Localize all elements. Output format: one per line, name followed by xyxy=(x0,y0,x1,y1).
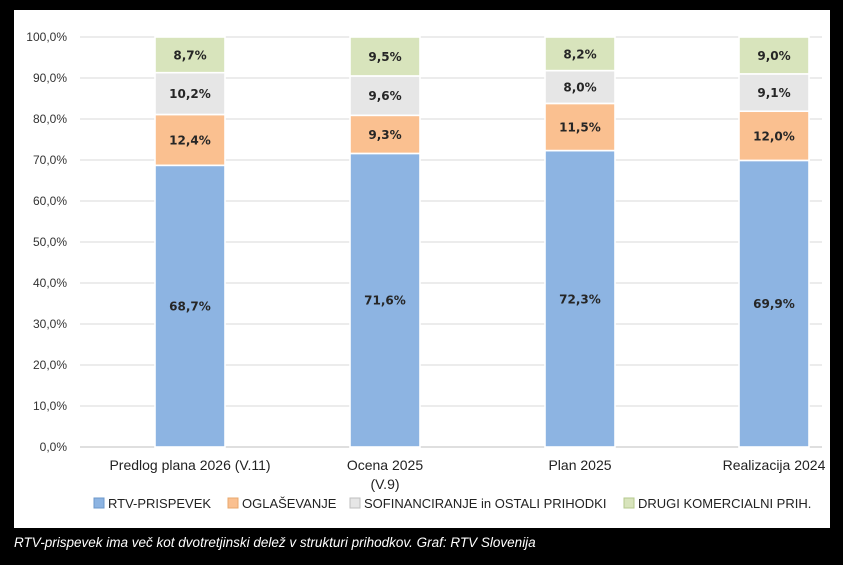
legend: RTV-PRISPEVEK OGLAŠEVANJE SOFINANCIRANJE i… xyxy=(93,496,811,511)
data-label: 9,5% xyxy=(368,50,401,64)
y-axis: 0,0% 10,0% 20,0% 30,0% 40,0% 50,0% 60,0% 70,0% 8… xyxy=(26,30,67,454)
legend-label: DRUGI KOMERCIALNI PRIH. xyxy=(638,496,811,511)
figure-caption: RTV-prispevek ima več kot dvotretjinski … xyxy=(14,535,536,550)
bar-segment xyxy=(349,36,421,77)
data-label: 9,0% xyxy=(757,49,790,63)
data-label: 8,2% xyxy=(563,47,596,61)
x-tick-label: (V.9) xyxy=(370,476,399,492)
stacked-bar-chart: 0,0% 10,0% 20,0% 30,0% 40,0% 50,0% 60,0% 70,0% 8… xyxy=(26,30,825,511)
data-label: 9,1% xyxy=(757,86,790,100)
x-tick-label: Plan 2025 xyxy=(548,457,611,473)
y-tick-label: 20,0% xyxy=(33,358,67,372)
bar-segment xyxy=(154,36,226,74)
y-tick-label: 50,0% xyxy=(33,235,67,249)
y-tick-label: 10,0% xyxy=(33,399,67,413)
bar-segment xyxy=(544,149,616,448)
bar-segment xyxy=(349,152,421,448)
data-label: 8,7% xyxy=(173,48,206,62)
bar-segment xyxy=(154,113,226,167)
y-tick-label: 80,0% xyxy=(33,112,67,126)
bar-segment xyxy=(154,164,226,448)
bars xyxy=(154,36,810,448)
bar-segment xyxy=(154,71,226,116)
data-label: 8,0% xyxy=(563,81,596,95)
data-label: 72,3% xyxy=(559,292,601,306)
legend-swatch xyxy=(227,497,239,509)
y-tick-label: 40,0% xyxy=(33,276,67,290)
y-tick-label: 0,0% xyxy=(40,440,68,454)
data-labels: 68,7% 12,4% 10,2% 8,7% 71,6% 9,3% 9,6% 9,5% 72,3… xyxy=(169,47,795,313)
y-tick-label: 60,0% xyxy=(33,194,67,208)
data-label: 11,5% xyxy=(559,120,601,134)
data-label: 68,7% xyxy=(169,300,211,314)
y-tick-label: 70,0% xyxy=(33,153,67,167)
bar-segment xyxy=(738,73,810,113)
chart-panel: 0,0% 10,0% 20,0% 30,0% 40,0% 50,0% 60,0% 70,0% 8… xyxy=(14,10,830,528)
bar-segment xyxy=(738,36,810,75)
data-label: 71,6% xyxy=(364,294,406,308)
bar-segment xyxy=(738,159,810,448)
y-tick-label: 100,0% xyxy=(26,30,67,44)
legend-label: RTV-PRISPEVEK xyxy=(108,496,211,511)
data-label: 10,2% xyxy=(169,87,211,101)
data-label: 12,4% xyxy=(169,133,211,147)
x-tick-label: Predlog plana 2026 (V.11) xyxy=(109,457,270,473)
x-tick-label: Ocena 2025 xyxy=(347,457,423,473)
data-label: 69,9% xyxy=(753,297,795,311)
data-label: 9,6% xyxy=(368,89,401,103)
legend-swatch xyxy=(623,497,635,509)
legend-label: SOFINANCIRANJE in OSTALI PRIHODKI xyxy=(364,496,606,511)
legend-label: OGLAŠEVANJE xyxy=(242,496,337,511)
y-tick-label: 30,0% xyxy=(33,317,67,331)
data-label: 9,3% xyxy=(368,128,401,142)
x-tick-label: Realizacija 2024 xyxy=(723,457,826,473)
x-axis-labels: Predlog plana 2026 (V.11) Ocena 2025 (V.9)… xyxy=(109,457,825,492)
data-label: 12,0% xyxy=(753,129,795,143)
legend-swatch xyxy=(349,497,361,509)
bar-segment xyxy=(544,102,616,152)
legend-swatch xyxy=(93,497,105,509)
bar-segment xyxy=(544,36,616,72)
y-tick-label: 90,0% xyxy=(33,71,67,85)
